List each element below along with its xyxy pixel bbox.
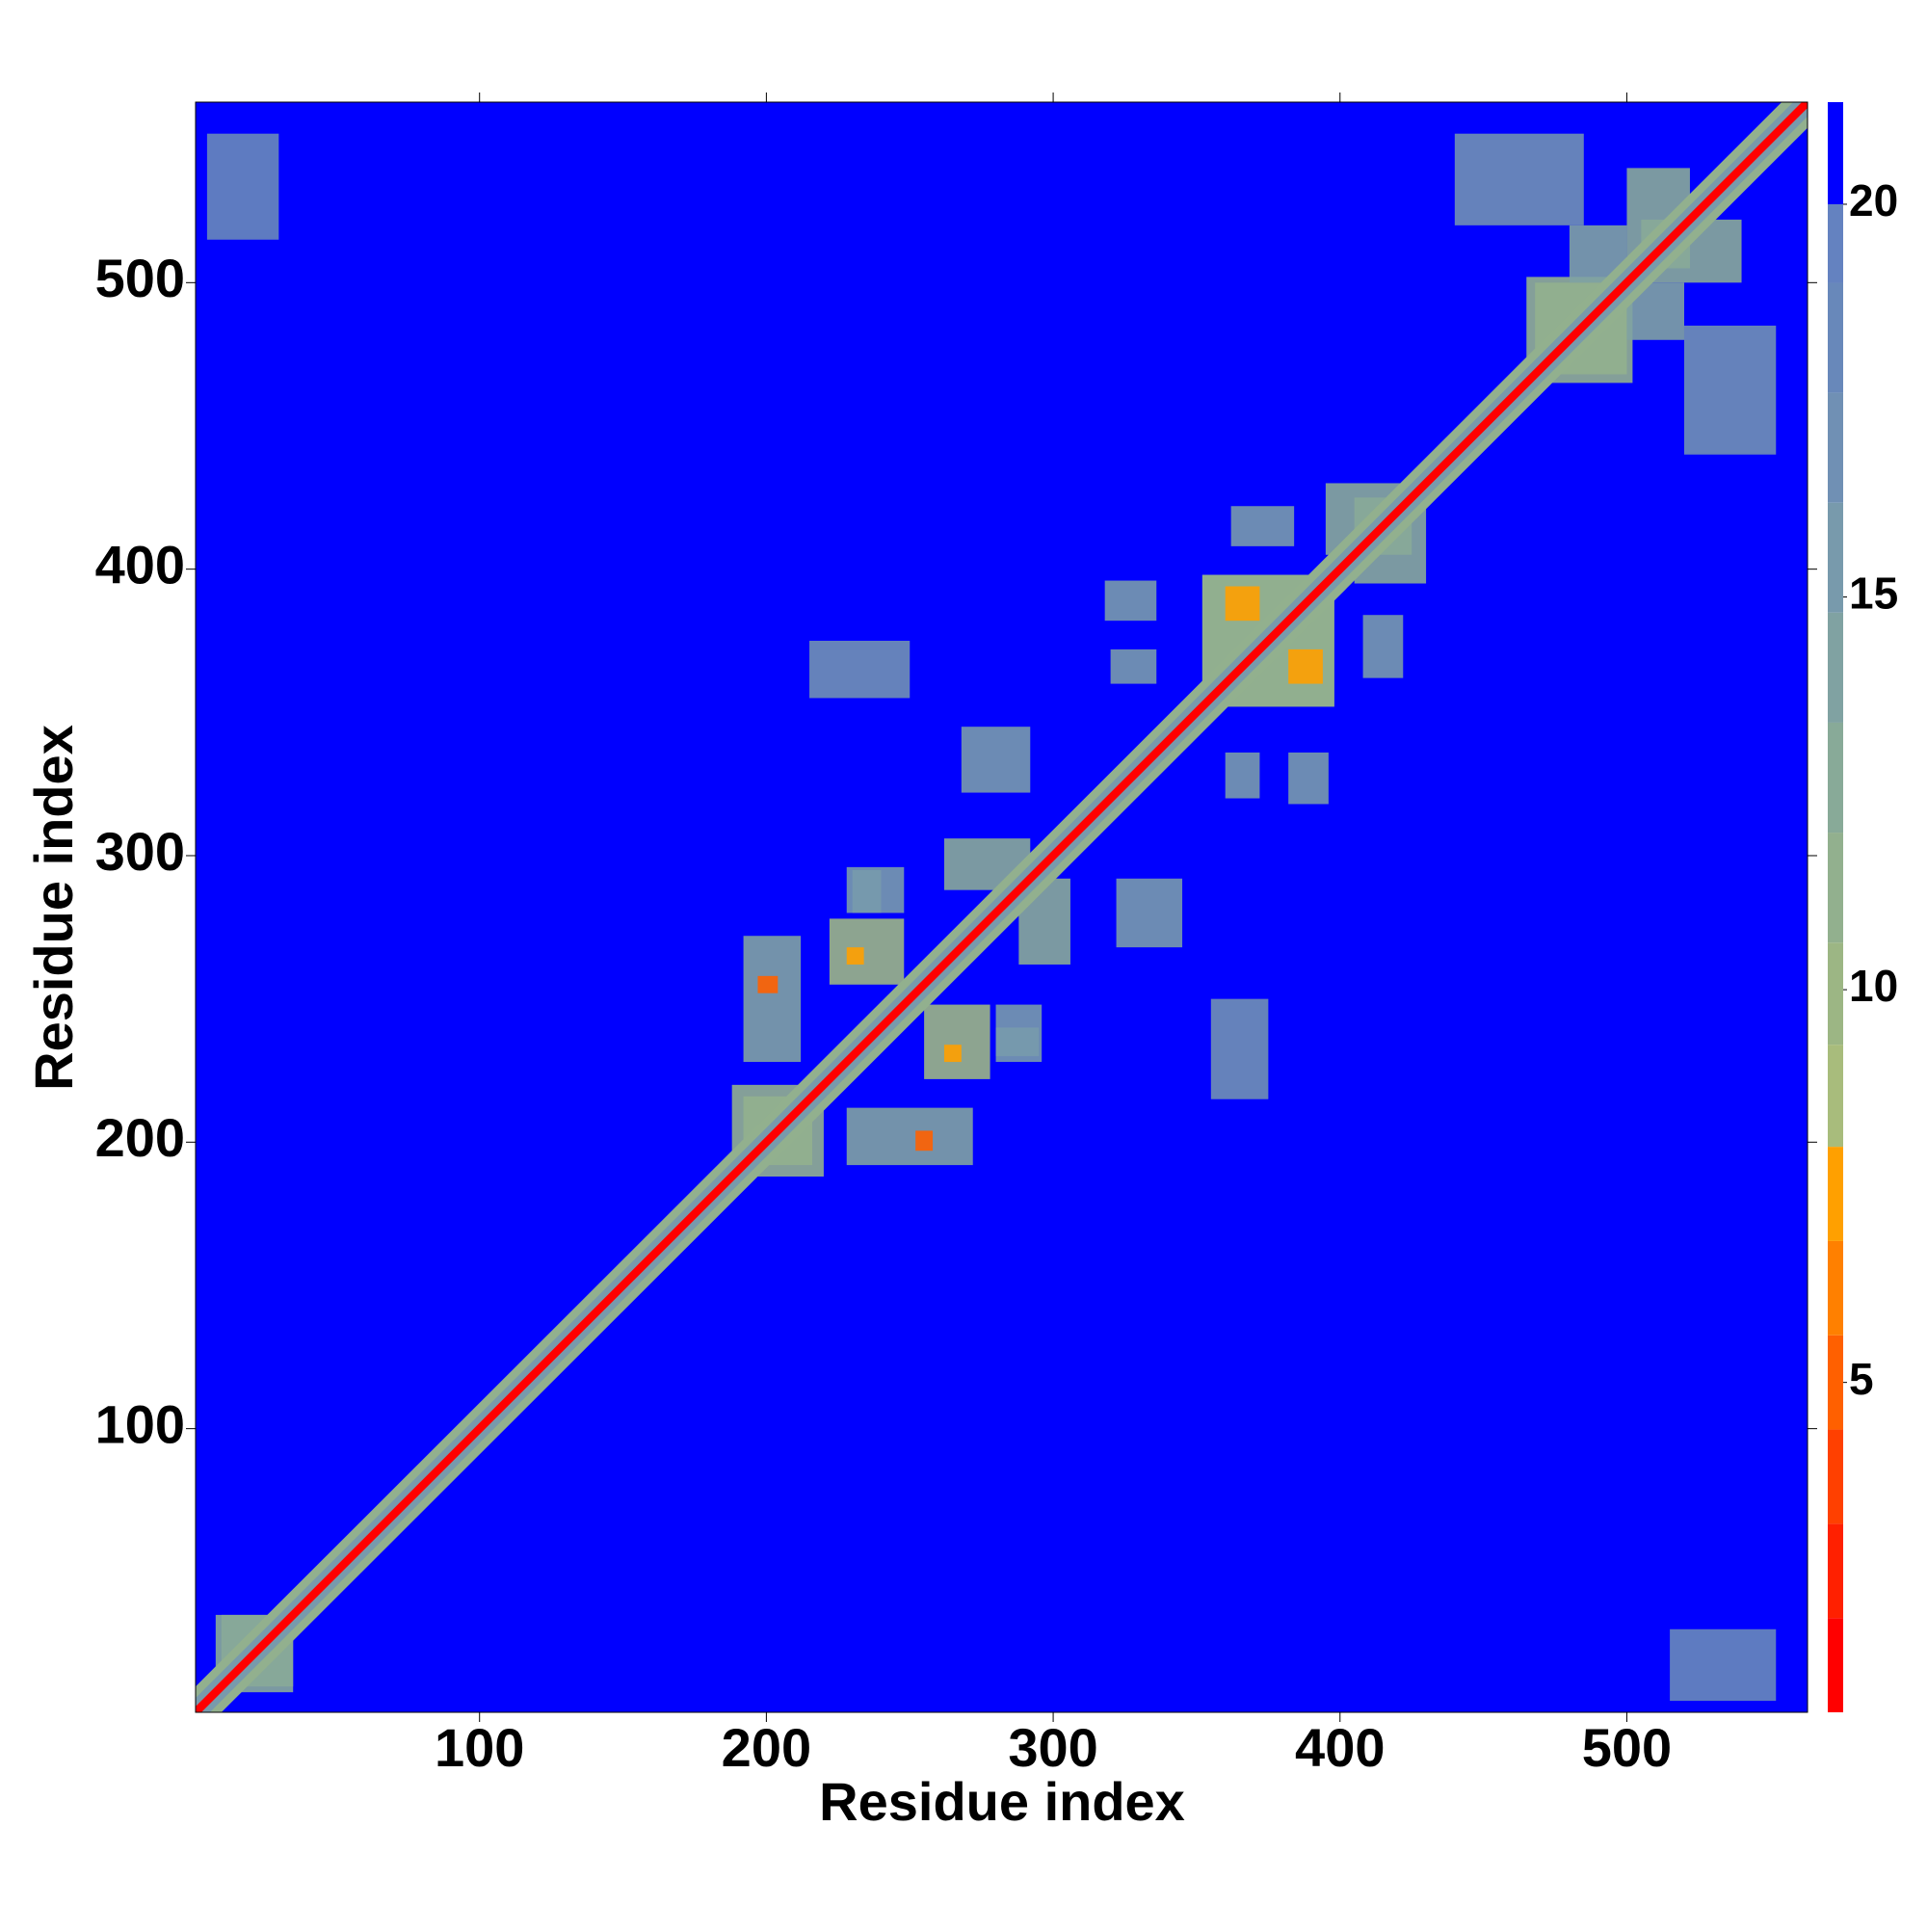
contact-cluster xyxy=(943,1045,962,1063)
contact-cluster xyxy=(1210,998,1269,1099)
contact-cluster xyxy=(1362,615,1404,678)
diagonal-band xyxy=(196,102,1808,1712)
colorbar-segment xyxy=(1828,102,1843,204)
y-tick-label: 400 xyxy=(95,534,185,595)
colorbar-segment xyxy=(1828,942,1843,1045)
contact-cluster xyxy=(995,1027,1040,1057)
contact-cluster xyxy=(1670,1628,1777,1702)
colorbar-tick-label: 10 xyxy=(1849,961,1898,1011)
colorbar-segment xyxy=(1828,502,1843,613)
y-tick-label: 200 xyxy=(95,1107,185,1168)
contact-cluster xyxy=(846,1107,973,1166)
contact-cluster xyxy=(206,133,279,240)
plot-frame xyxy=(195,101,1808,1713)
contact-cluster xyxy=(809,640,911,699)
x-tick-label: 200 xyxy=(722,1717,811,1778)
colorbar-segment xyxy=(1828,1618,1843,1712)
contact-cluster xyxy=(1230,506,1295,546)
y-tick-label: 300 xyxy=(95,821,185,882)
x-tick-label: 100 xyxy=(435,1717,524,1778)
colorbar-segment xyxy=(1828,392,1843,503)
contact-cluster xyxy=(961,727,1031,793)
contact-cluster xyxy=(757,975,779,993)
colorbar-tick-label: 20 xyxy=(1849,175,1898,225)
contact-cluster xyxy=(1116,878,1183,948)
contact-cluster xyxy=(852,869,882,913)
contact-cluster xyxy=(846,947,864,965)
colorbar-segment xyxy=(1828,1240,1843,1336)
contact-cluster xyxy=(1225,586,1260,622)
colorbar-segment xyxy=(1828,722,1843,834)
x-tick-label: 500 xyxy=(1582,1717,1672,1778)
y-tick-label: 500 xyxy=(95,248,185,308)
contact-cluster xyxy=(1288,752,1329,805)
colorbar-segment xyxy=(1828,1429,1843,1524)
contact-cluster xyxy=(743,936,802,1063)
colorbar-tick-label: 5 xyxy=(1849,1354,1874,1404)
colorbar-segment xyxy=(1828,1523,1843,1619)
y-axis-label: Residue index xyxy=(23,725,84,1091)
contact-cluster xyxy=(1104,580,1157,622)
x-axis-label: Residue index xyxy=(819,1771,1185,1832)
colorbar-segment xyxy=(1828,1335,1843,1430)
colorbar-segment xyxy=(1828,833,1843,943)
contact-cluster xyxy=(1110,648,1157,684)
x-tick-label: 300 xyxy=(1008,1717,1097,1778)
contact-cluster xyxy=(1288,648,1323,684)
colorbar-segment xyxy=(1828,203,1843,283)
colorbar-tick-label: 15 xyxy=(1849,569,1898,619)
contact-cluster xyxy=(1225,752,1260,799)
contact-cluster xyxy=(924,1004,990,1079)
contact-cluster xyxy=(1683,325,1777,455)
y-tick-label: 100 xyxy=(95,1393,185,1454)
contact-cluster xyxy=(1454,133,1584,225)
colorbar-segment xyxy=(1828,1045,1843,1148)
contact-cluster xyxy=(829,918,905,985)
colorbar-segment xyxy=(1828,1147,1843,1241)
x-tick-label: 400 xyxy=(1295,1717,1385,1778)
colorbar-segment xyxy=(1828,612,1843,723)
heatmap-area xyxy=(196,102,1808,1712)
colorbar-segment xyxy=(1828,282,1843,393)
contact-cluster xyxy=(915,1130,934,1151)
